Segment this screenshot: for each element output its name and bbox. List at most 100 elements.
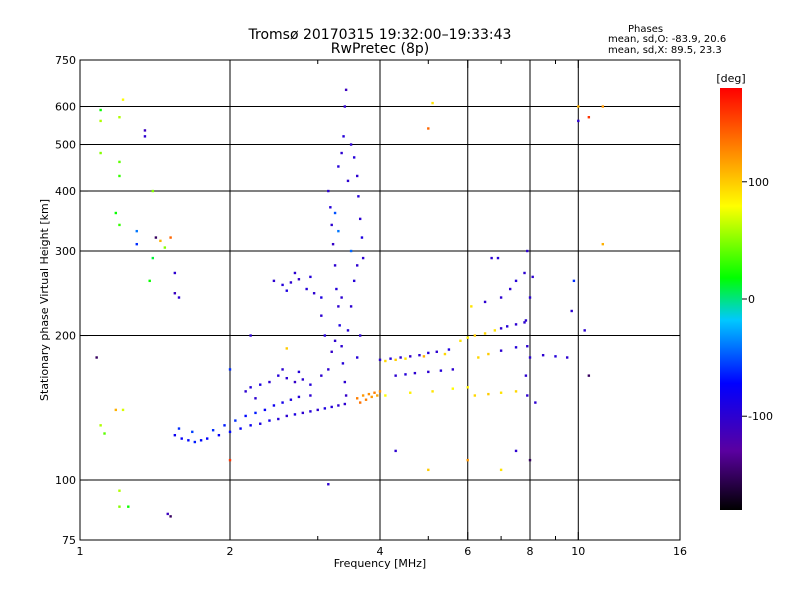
data-point <box>254 411 257 415</box>
data-point <box>289 281 293 284</box>
y-tick-label: 200 <box>55 330 76 343</box>
data-point <box>135 229 138 233</box>
data-point <box>541 353 545 357</box>
data-point <box>490 256 493 260</box>
data-point <box>217 433 221 437</box>
data-point <box>443 352 447 356</box>
x-tick-label: 2 <box>227 545 234 558</box>
grid-lines <box>80 60 680 540</box>
data-point <box>531 275 534 279</box>
data-point <box>177 296 181 299</box>
data-point <box>459 339 462 343</box>
x-tick-label: 10 <box>571 545 585 558</box>
phases-o-stats: mean, sd,O: -83.9, 20.6 <box>608 34 727 45</box>
data-point <box>177 427 181 430</box>
phases-x-stats: mean, sd,X: 89.5, 23.3 <box>608 45 722 56</box>
data-point <box>355 174 359 178</box>
data-point <box>572 279 576 283</box>
data-point <box>99 151 102 155</box>
data-point <box>528 458 532 462</box>
data-point <box>159 239 162 243</box>
phases-title: Phases <box>628 24 664 35</box>
data-point <box>427 351 430 355</box>
data-point <box>285 289 288 292</box>
data-point <box>349 143 353 146</box>
data-point <box>277 417 280 421</box>
data-point <box>331 242 335 246</box>
data-point <box>487 352 490 356</box>
y-tick-label: 500 <box>55 139 76 152</box>
data-point <box>499 391 503 394</box>
data-point <box>293 413 297 416</box>
data-point <box>118 489 121 492</box>
data-point <box>358 401 362 404</box>
data-point <box>114 408 118 412</box>
data-point <box>309 410 312 413</box>
data-point <box>528 296 532 299</box>
data-point <box>451 387 455 390</box>
data-point <box>384 394 387 397</box>
chart-title: Tromsø 20170315 19:32:00–19:33:43 <box>248 27 512 43</box>
data-point <box>330 223 333 227</box>
data-point <box>327 368 330 371</box>
data-point <box>418 353 421 357</box>
data-point <box>343 380 347 384</box>
data-point <box>439 369 443 372</box>
y-tick-label: 300 <box>55 245 76 258</box>
y-tick-label: 400 <box>55 185 76 198</box>
data-point <box>367 392 371 396</box>
data-point <box>169 236 172 239</box>
data-point <box>514 323 518 326</box>
data-point <box>173 292 177 295</box>
data-point <box>333 264 337 267</box>
data-point <box>285 414 288 418</box>
data-point <box>191 430 194 434</box>
y-tick-label: 100 <box>55 474 76 487</box>
data-point <box>346 179 350 183</box>
data-point <box>404 373 407 376</box>
y-tick-label: 600 <box>55 101 76 114</box>
data-point <box>327 483 330 486</box>
data-point <box>297 395 301 399</box>
data-point <box>228 458 232 462</box>
data-point <box>514 390 518 393</box>
data-point <box>577 119 580 123</box>
data-point <box>505 325 509 328</box>
data-point <box>583 329 586 332</box>
data-point <box>163 246 167 249</box>
data-point <box>333 339 337 343</box>
data-point <box>344 88 348 92</box>
data-point <box>601 242 605 246</box>
data-point <box>526 249 529 253</box>
data-point <box>259 422 262 425</box>
data-point <box>173 271 177 275</box>
data-point <box>487 392 490 396</box>
data-point <box>409 355 412 358</box>
data-point <box>404 357 407 360</box>
data-point <box>526 345 529 348</box>
data-point <box>320 296 323 299</box>
data-point <box>297 278 301 281</box>
data-point <box>587 116 591 119</box>
data-point <box>358 334 362 337</box>
data-point <box>376 394 379 397</box>
y-axis-label: Stationary phase Virtual Height [km] <box>38 199 51 401</box>
data-point <box>344 394 348 397</box>
data-point <box>244 414 247 418</box>
data-point <box>166 512 169 516</box>
data-point <box>389 357 392 360</box>
data-point <box>499 349 503 352</box>
data-point <box>343 402 347 406</box>
data-point <box>427 468 430 472</box>
data-point <box>268 419 271 422</box>
data-point <box>601 105 605 108</box>
data-point <box>361 256 365 260</box>
y-tick-label: 75 <box>62 534 76 547</box>
data-point <box>361 394 365 397</box>
data-points <box>95 88 605 518</box>
colorbar-tick-label: 0 <box>748 293 755 306</box>
data-point <box>249 386 252 389</box>
data-point <box>121 408 125 412</box>
data-point <box>587 374 591 377</box>
